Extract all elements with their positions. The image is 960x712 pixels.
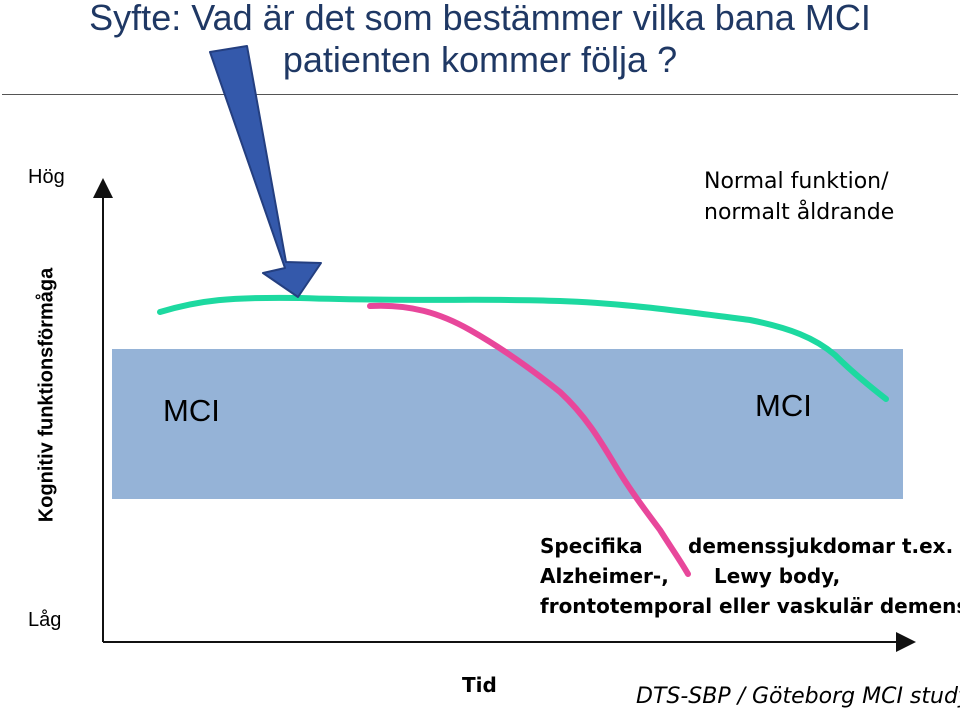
mci-label-right: MCI: [755, 388, 812, 423]
specific-line-1a: Specifika: [540, 534, 643, 558]
specific-line-3: frontotemporal eller vaskulär demens: [540, 594, 960, 618]
title-line-2: patienten kommer följa ?: [282, 39, 678, 80]
normal-function-label: Normal funktion/ normalt åldrande: [704, 166, 894, 228]
specific-line-2b: Lewy body,: [714, 564, 841, 588]
x-axis-label: Tid: [462, 673, 497, 697]
specific-line-2a: Alzheimer-,: [540, 564, 669, 588]
y-axis-high-label: Hög: [28, 166, 65, 188]
credit-text: DTS-SBP / Göteborg MCI study: [636, 684, 960, 709]
normal-label-line-1: Normal funktion/: [704, 169, 889, 194]
pointer-arrow: [209, 45, 322, 298]
specific-line-1b: demenssjukdomar t.ex.: [688, 534, 954, 558]
title-divider: [2, 94, 958, 95]
title-line-1: Syfte: Vad är det som bestämmer vilka ba…: [89, 0, 871, 38]
normal-aging-curve: [157, 294, 889, 402]
normal-label-line-2: normalt åldrande: [704, 200, 895, 225]
y-axis-label: Kognitiv funktionsförmåga: [35, 267, 58, 523]
mci-band: [112, 349, 903, 499]
mci-label-left: MCI: [163, 393, 220, 428]
y-axis-low-label: Låg: [28, 609, 62, 631]
dementia-curve: [367, 302, 691, 577]
